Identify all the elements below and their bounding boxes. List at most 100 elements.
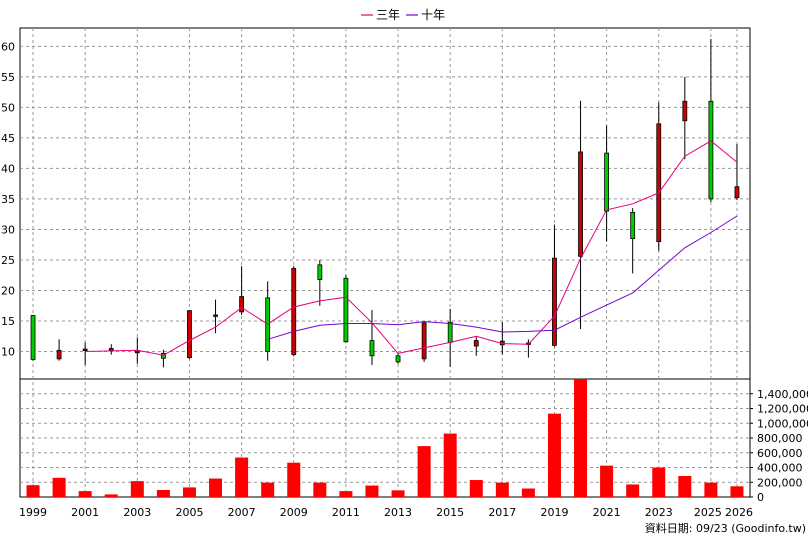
year-axis: 1999 2001 2003 2005 2007 2009 2011 2013 2015 2017… xyxy=(19,506,753,519)
year-tick-label: 2009 xyxy=(280,506,308,519)
year-tick-label: 2011 xyxy=(332,506,360,519)
candle-body xyxy=(213,314,218,317)
volume-bars xyxy=(26,379,744,497)
volume-tick-label: 800,000 xyxy=(757,432,803,445)
candle-body xyxy=(578,151,583,257)
price-tick-label: 10 xyxy=(1,346,15,359)
volume-bar xyxy=(521,488,535,497)
volume-tick-label: 1,000,000 xyxy=(757,417,808,430)
volume-bar xyxy=(104,494,118,497)
price-tick-label: 60 xyxy=(1,40,15,53)
volume-bar xyxy=(652,467,666,497)
volume-bar xyxy=(78,491,92,497)
year-tick-label: 2026 xyxy=(725,506,753,519)
volume-axis: 0200,000400,000600,000800,0001,000,0001,… xyxy=(750,388,808,504)
volume-bar xyxy=(547,413,561,497)
legend-ten-year-label: 十年 xyxy=(421,8,445,22)
year-tick-label: 2025 xyxy=(694,506,722,519)
candle-body xyxy=(187,310,192,359)
price-tick-label: 55 xyxy=(1,71,15,84)
price-tick-label: 40 xyxy=(1,162,15,175)
candle-body xyxy=(160,352,166,359)
price-tick-label: 20 xyxy=(1,284,15,297)
volume-bar xyxy=(209,478,223,497)
year-tick-label: 2007 xyxy=(228,506,256,519)
candle-body xyxy=(239,296,245,313)
year-tick-label: 2013 xyxy=(384,506,412,519)
volume-tick-label: 1,400,000 xyxy=(757,388,808,401)
volume-bar xyxy=(26,485,40,497)
three-year-line xyxy=(85,140,738,356)
candle-body xyxy=(630,211,636,239)
volume-bar xyxy=(130,481,144,497)
candle-body xyxy=(395,355,401,363)
volume-bar xyxy=(600,465,614,497)
candle-body xyxy=(656,123,662,243)
candle-body xyxy=(108,348,114,351)
year-tick-label: 1999 xyxy=(19,506,47,519)
price-tick-label: 25 xyxy=(1,254,15,267)
volume-tick-label: 0 xyxy=(757,491,764,504)
candle-body xyxy=(447,321,453,343)
year-tick-label: 2023 xyxy=(645,506,673,519)
candle-body xyxy=(682,100,688,122)
candle-body xyxy=(291,268,297,355)
price-tick-label: 15 xyxy=(1,315,15,328)
volume-bar xyxy=(156,489,170,497)
year-tick-label: 2001 xyxy=(71,506,99,519)
volume-bar xyxy=(261,482,275,497)
legend-three-year-label: 三年 xyxy=(376,8,400,22)
legend: 三年 十年 xyxy=(361,8,445,22)
candle-body xyxy=(734,186,740,199)
candle-body xyxy=(56,349,62,360)
volume-bar xyxy=(443,433,457,497)
candle-body xyxy=(708,100,714,200)
ten-year-line xyxy=(267,215,738,340)
year-tick-label: 2003 xyxy=(123,506,151,519)
volume-bar xyxy=(730,486,744,497)
price-tick-label: 45 xyxy=(1,132,15,145)
price-tick-label: 35 xyxy=(1,193,15,206)
volume-bar xyxy=(626,484,640,497)
volume-bar xyxy=(339,491,353,497)
volume-bar xyxy=(417,446,431,497)
volume-bar xyxy=(469,480,483,497)
price-tick-label: 30 xyxy=(1,223,15,236)
year-tick-label: 2017 xyxy=(488,506,516,519)
candle-body xyxy=(82,348,88,351)
volume-tick-label: 200,000 xyxy=(757,476,803,489)
volume-bar xyxy=(495,482,509,497)
volume-bar xyxy=(574,379,588,497)
candle-body xyxy=(421,322,427,360)
volume-bar xyxy=(287,462,301,497)
volume-bar xyxy=(391,490,405,497)
volume-bar xyxy=(313,482,327,497)
year-tick-label: 2005 xyxy=(175,506,203,519)
candle-body xyxy=(369,340,375,357)
volume-bar xyxy=(235,457,249,497)
grid xyxy=(20,28,750,497)
price-axis: 10 15 20 25 30 35 40 45 50 55 60 xyxy=(1,40,15,358)
candle-body xyxy=(473,340,479,347)
price-tick-label: 50 xyxy=(1,101,15,114)
candle-body xyxy=(552,257,557,346)
candle-body xyxy=(30,315,36,360)
volume-bar xyxy=(365,485,379,497)
year-tick-label: 2021 xyxy=(593,506,621,519)
candlesticks xyxy=(30,38,740,368)
candle-body xyxy=(343,277,349,343)
candle-body xyxy=(604,152,610,212)
volume-tick-label: 1,200,000 xyxy=(757,403,808,416)
volume-bar xyxy=(678,475,692,497)
candle-body xyxy=(317,264,323,280)
volume-tick-label: 400,000 xyxy=(757,462,803,475)
price-panel xyxy=(19,27,751,380)
candle-body xyxy=(134,350,140,354)
volume-tick-label: 600,000 xyxy=(757,447,803,460)
volume-bar xyxy=(704,482,718,497)
year-tick-label: 2019 xyxy=(540,506,568,519)
year-tick-label: 2015 xyxy=(436,506,464,519)
volume-bar xyxy=(52,477,66,497)
data-source-footer: 資料日期: 09/23 (Goodinfo.tw) xyxy=(645,521,806,535)
